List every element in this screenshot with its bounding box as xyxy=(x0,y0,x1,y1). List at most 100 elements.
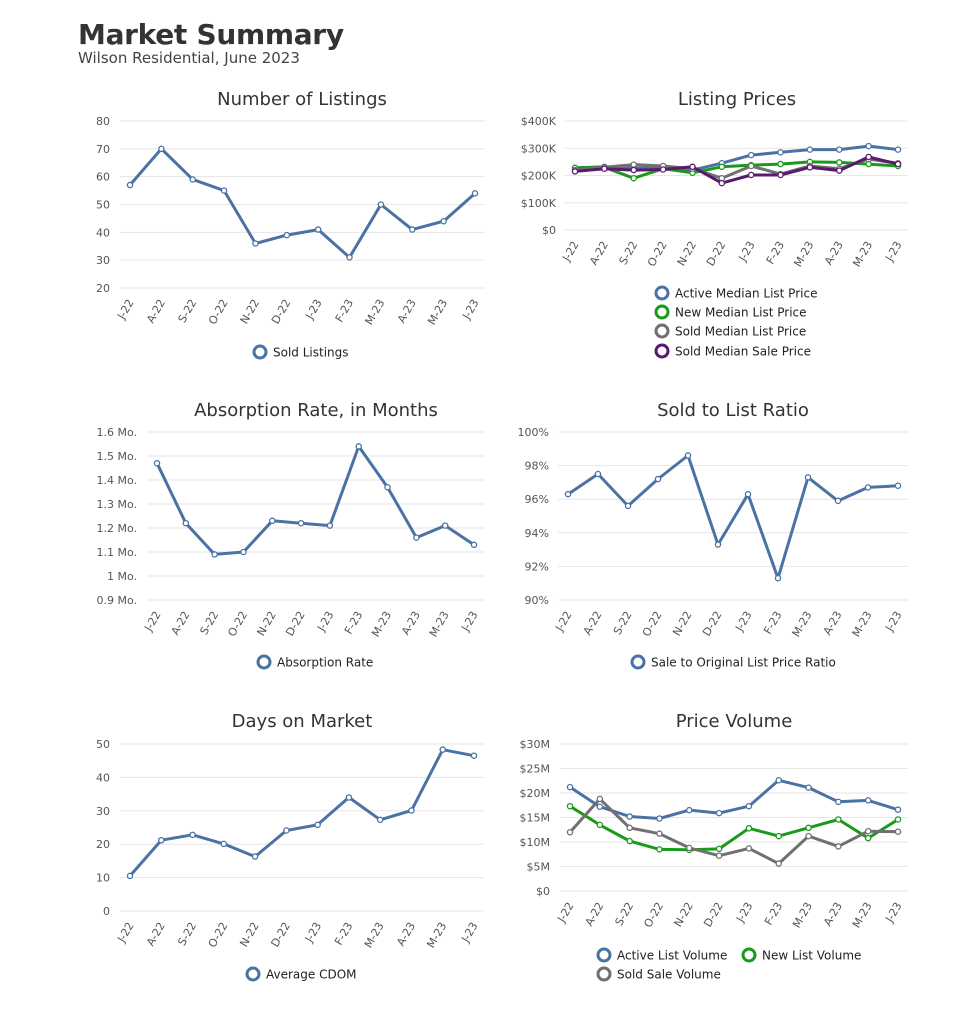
x-tick-label: J-22 xyxy=(114,920,136,945)
series-line xyxy=(568,804,900,852)
x-tick-label: N-22 xyxy=(255,609,279,638)
x-tick-label: N-22 xyxy=(238,297,262,326)
legend-item[interactable]: New Median List Price xyxy=(654,304,807,320)
data-point xyxy=(775,860,782,867)
data-point xyxy=(836,159,843,166)
x-tick-label: J-23 xyxy=(882,609,904,634)
x-tick-label: F-23 xyxy=(764,239,787,267)
x-tick-label: M-23 xyxy=(363,297,388,327)
chart-title: Price Volume xyxy=(676,711,793,732)
chart-title: Number of Listings xyxy=(217,89,387,110)
data-point xyxy=(283,827,290,834)
x-tick-label: O-22 xyxy=(225,609,250,639)
data-point xyxy=(745,845,753,852)
data-point xyxy=(718,179,726,187)
legend-label: Sale to Original List Price Ratio xyxy=(651,656,836,670)
legend-item[interactable]: Sold Median List Price xyxy=(654,323,806,339)
legend-item[interactable]: Absorption Rate xyxy=(256,654,373,670)
data-point xyxy=(182,519,190,527)
data-point xyxy=(686,844,693,852)
data-point xyxy=(470,541,478,549)
data-point xyxy=(408,807,415,814)
x-tick-label: A-22 xyxy=(583,900,607,928)
data-point xyxy=(747,171,755,179)
series-line xyxy=(573,160,900,180)
x-tick-label: O-22 xyxy=(206,297,231,327)
x-tick-label: F-23 xyxy=(762,900,785,928)
x-tick-label: F-23 xyxy=(333,297,356,325)
data-point xyxy=(684,452,692,459)
legend-marker xyxy=(252,344,268,360)
data-point xyxy=(777,171,784,179)
legend-item[interactable]: Active List Volume xyxy=(596,947,727,963)
legend-item[interactable]: Sale to Original List Price Ratio xyxy=(630,654,836,670)
x-tick-label: M-23 xyxy=(427,609,452,639)
x-tick-label: O-22 xyxy=(206,920,231,950)
x-tick-label: J-23 xyxy=(733,900,755,925)
x-tick-label: D-22 xyxy=(700,609,724,638)
data-point xyxy=(659,166,667,173)
data-point xyxy=(654,475,662,483)
y-tick-label: $400K xyxy=(521,115,557,128)
data-point xyxy=(269,517,276,525)
chart-title: Absorption Rate, in Months xyxy=(194,400,438,421)
chart-title: Days on Market xyxy=(232,711,373,732)
data-point xyxy=(601,165,608,172)
series-line xyxy=(573,144,900,172)
data-point xyxy=(566,802,574,810)
y-tick-label: 96% xyxy=(525,493,549,506)
data-point xyxy=(355,443,362,450)
x-tick-label: J-23 xyxy=(303,297,325,322)
data-point xyxy=(470,752,478,759)
page-subtitle: Wilson Residential, June 2023 xyxy=(78,49,300,67)
data-point xyxy=(689,163,696,171)
data-point xyxy=(314,226,322,233)
y-tick-label: 90% xyxy=(525,594,549,607)
x-tick-label: F-23 xyxy=(342,609,365,637)
data-point xyxy=(440,217,447,225)
data-point xyxy=(471,190,479,197)
x-tick-label: S-22 xyxy=(176,297,200,325)
x-tick-label: A-22 xyxy=(587,239,611,267)
data-point xyxy=(571,168,579,175)
x-tick-label: M-23 xyxy=(362,920,387,950)
data-point xyxy=(377,201,385,208)
x-tick-label: N-22 xyxy=(670,609,694,638)
x-tick-label: O-22 xyxy=(640,609,665,639)
legend-item[interactable]: Average CDOM xyxy=(245,966,357,982)
data-point xyxy=(566,828,574,836)
legend-item[interactable]: Sold Median Sale Price xyxy=(654,343,811,359)
x-tick-label: J-23 xyxy=(458,609,480,634)
data-point xyxy=(240,548,247,556)
y-tick-label: 20 xyxy=(96,282,110,295)
data-point xyxy=(715,852,723,859)
legend-label: Sold Median List Price xyxy=(675,325,806,339)
data-point xyxy=(211,551,218,558)
legend-item[interactable]: Sold Sale Volume xyxy=(596,966,721,982)
data-point xyxy=(626,837,633,845)
legend-label: New Median List Price xyxy=(675,306,807,320)
legend-item[interactable]: Active Median List Price xyxy=(654,285,817,301)
chart-volume: Price Volume $30M $25M $20M $15M $10M $5M $0 J-2… xyxy=(520,711,908,982)
legend-item[interactable]: New List Volume xyxy=(741,947,861,963)
data-point xyxy=(777,160,784,168)
x-tick-label: M-23 xyxy=(850,609,875,639)
y-tick-label: 1.2 Mo. xyxy=(96,522,137,535)
x-tick-label: S-22 xyxy=(197,609,221,637)
x-tick-label: D-22 xyxy=(269,297,293,326)
x-tick-label: A-23 xyxy=(822,239,846,267)
legend-label: Active Median List Price xyxy=(675,287,817,301)
series-line xyxy=(155,444,476,556)
data-point xyxy=(220,187,228,194)
x-tick-label: A-22 xyxy=(169,609,193,637)
x-tick-label: J-23 xyxy=(882,900,904,925)
x-tick-label: J-22 xyxy=(552,609,574,634)
data-point xyxy=(894,816,902,823)
legend-marker xyxy=(654,343,670,359)
y-tick-label: 20 xyxy=(96,838,110,851)
x-tick-label: A-23 xyxy=(821,900,845,928)
legend-item[interactable]: Sold Listings xyxy=(252,344,349,360)
data-point xyxy=(153,459,161,467)
y-tick-label: 1.1 Mo. xyxy=(96,546,137,559)
x-tick-label: M-23 xyxy=(425,297,450,327)
